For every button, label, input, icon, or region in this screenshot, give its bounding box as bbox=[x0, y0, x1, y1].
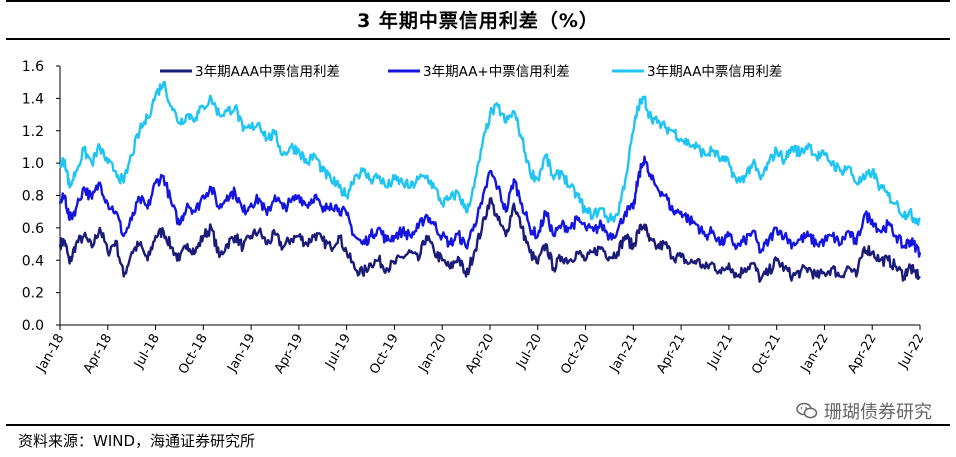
chart-title: 3 年期中票信用利差（%） bbox=[357, 10, 599, 32]
x-tick-label: Jul-20 bbox=[513, 332, 545, 372]
source-top-rule bbox=[6, 424, 950, 426]
line-chart: 0.0 0.2 0.4 0.6 0.8 1.0 1.2 1.4 1.6 Jan-18 Apr-18… bbox=[22, 59, 928, 377]
series-line-2 bbox=[59, 80, 921, 226]
x-tick-label: Oct-18 bbox=[176, 332, 211, 377]
source-note: 资料来源：WIND，海通证券研究所 bbox=[18, 432, 256, 450]
y-tick-label: 0.0 bbox=[22, 318, 44, 334]
y-tick-label: 1.0 bbox=[22, 156, 44, 172]
title-top-rule bbox=[6, 0, 950, 2]
x-tick-label: Apr-22 bbox=[845, 332, 879, 377]
x-tick-label: Jan-19 bbox=[224, 332, 258, 376]
legend: 3年期AAA中票信用利差 3年期AA+中票信用利差 3年期AA中票信用利差 bbox=[160, 64, 782, 80]
title-bottom-rule bbox=[6, 38, 950, 40]
series-lines bbox=[58, 80, 922, 283]
y-tick-label: 0.4 bbox=[22, 253, 44, 269]
x-tick-label: Jan-18 bbox=[33, 332, 67, 376]
wechat-icon bbox=[796, 402, 818, 420]
x-tick-label: Oct-21 bbox=[749, 332, 784, 377]
y-tick-label: 1.4 bbox=[22, 91, 44, 107]
watermark: 珊瑚债券研究 bbox=[796, 398, 932, 424]
x-tick-label: Apr-20 bbox=[463, 332, 497, 377]
y-tick-label: 0.6 bbox=[22, 221, 44, 237]
x-tick-label: Apr-19 bbox=[272, 332, 306, 377]
y-tick-label: 0.2 bbox=[22, 286, 44, 302]
y-tick-label: 1.2 bbox=[22, 124, 44, 140]
legend-label-2: 3年期AA中票信用利差 bbox=[647, 64, 782, 80]
x-tick-label: Oct-20 bbox=[558, 332, 593, 377]
x-tick-label: Jan-22 bbox=[798, 332, 832, 376]
watermark-text: 珊瑚债券研究 bbox=[824, 402, 932, 423]
x-axis: Jan-18 Apr-18 Jul-18 Oct-18 Jan-19 Apr-19 Jul-… bbox=[33, 324, 928, 377]
x-tick-label: Apr-21 bbox=[654, 332, 688, 377]
y-tick-label: 1.6 bbox=[22, 59, 44, 75]
x-tick-label: Apr-18 bbox=[81, 332, 115, 377]
x-tick-label: Oct-19 bbox=[367, 332, 402, 377]
x-tick-label: Jul-19 bbox=[322, 332, 354, 372]
y-tick-label: 0.8 bbox=[22, 189, 44, 205]
x-tick-label: Jan-21 bbox=[607, 332, 641, 376]
series-line-1 bbox=[58, 155, 922, 258]
series-line-0 bbox=[58, 197, 921, 283]
y-axis-ticks: 0.0 0.2 0.4 0.6 0.8 1.0 1.2 1.4 1.6 bbox=[22, 59, 61, 334]
legend-label-0: 3年期AAA中票信用利差 bbox=[195, 64, 340, 80]
x-tick-label: Jul-21 bbox=[704, 332, 736, 372]
x-tick-label: Jul-22 bbox=[896, 332, 928, 372]
x-tick-label: Jul-18 bbox=[131, 332, 163, 372]
legend-label-1: 3年期AA+中票信用利差 bbox=[423, 64, 570, 80]
x-tick-label: Jan-20 bbox=[416, 332, 450, 376]
